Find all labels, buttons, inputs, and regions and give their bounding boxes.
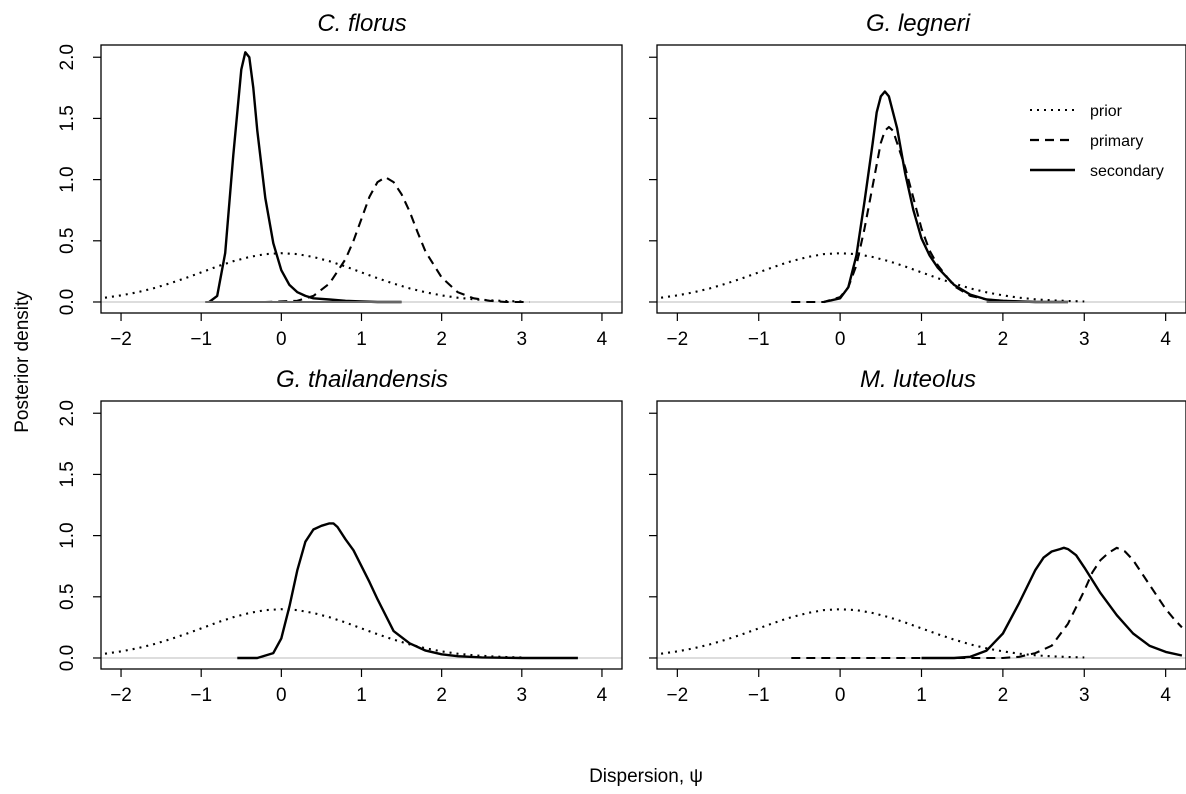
series-primary bbox=[791, 125, 1068, 304]
y-tick-label: 1.5 bbox=[57, 105, 78, 131]
x-tick-label: 1 bbox=[356, 329, 367, 350]
legend-label-primary: primary bbox=[1090, 133, 1143, 150]
y-tick-label: 1.0 bbox=[57, 166, 78, 192]
panel-title: G. thailandensis bbox=[276, 366, 448, 393]
x-tick-label: 0 bbox=[276, 329, 287, 350]
x-tick-label: 0 bbox=[276, 685, 287, 706]
panel-g-thailandensis: G. thailandensis −2 −1 0 1 2 3 4 0.0 0.5 1.0 1.5 2.… bbox=[57, 366, 623, 706]
x-tick-label: −2 bbox=[667, 329, 689, 350]
x-tick-label: 3 bbox=[1079, 685, 1090, 706]
series-primary bbox=[791, 546, 1183, 660]
plot-frame bbox=[100, 400, 623, 670]
series-secondary bbox=[823, 90, 1068, 304]
x-tick-label: 3 bbox=[517, 685, 528, 706]
y-tick-label: 0.0 bbox=[57, 645, 78, 671]
x-tick-label: −1 bbox=[748, 685, 770, 706]
plot-frame bbox=[656, 400, 1186, 670]
y-tick-label: 0.5 bbox=[57, 228, 78, 254]
panel-g-legneri: G. legneri −2 −1 0 1 2 3 4 bbox=[649, 10, 1186, 350]
x-tick-label: 4 bbox=[1160, 329, 1171, 350]
x-tick-label: 1 bbox=[916, 685, 927, 706]
legend-label-secondary: secondary bbox=[1090, 163, 1164, 180]
series-prior bbox=[104, 608, 522, 659]
series-secondary bbox=[921, 546, 1183, 660]
x-tick-label: 2 bbox=[436, 685, 447, 706]
y-axis-label: Posterior density bbox=[12, 291, 33, 433]
x-tick-label: 0 bbox=[835, 685, 846, 706]
x-axis-label: Dispersion, ψ bbox=[589, 766, 703, 787]
y-tick-label: 0.0 bbox=[57, 289, 78, 315]
y-tick-label: 0.5 bbox=[57, 584, 78, 610]
legend-label-prior: prior bbox=[1090, 103, 1123, 120]
x-tick-label: −2 bbox=[110, 329, 132, 350]
y-tick-label: 2.0 bbox=[57, 400, 78, 426]
y-tick-label: 2.0 bbox=[57, 44, 78, 70]
x-tick-label: 0 bbox=[835, 329, 846, 350]
panel-title: C. florus bbox=[317, 10, 406, 37]
x-tick-label: −2 bbox=[110, 685, 132, 706]
x-tick-label: −1 bbox=[190, 329, 212, 350]
series-secondary bbox=[208, 51, 402, 304]
y-tick-label: 1.5 bbox=[57, 461, 78, 487]
series-secondary bbox=[237, 522, 578, 660]
panel-title: M. luteolus bbox=[860, 366, 976, 393]
x-tick-label: 2 bbox=[436, 329, 447, 350]
x-tick-label: 3 bbox=[1079, 329, 1090, 350]
x-tick-label: −2 bbox=[667, 685, 689, 706]
series-prior bbox=[104, 252, 522, 303]
x-tick-label: −1 bbox=[190, 685, 212, 706]
x-tick-label: 1 bbox=[356, 685, 367, 706]
x-tick-label: 2 bbox=[998, 685, 1009, 706]
panel-m-luteolus: M. luteolus −2 −1 0 1 2 3 4 bbox=[649, 366, 1186, 706]
panel-c-florus: C. florus −2 −1 0 1 2 3 4 0.0 0.5 1.0 1.5 2.0 bbox=[57, 10, 623, 350]
x-tick-label: 1 bbox=[916, 329, 927, 350]
series-primary bbox=[233, 176, 530, 304]
panel-title: G. legneri bbox=[866, 10, 971, 37]
series-prior bbox=[660, 608, 1085, 659]
legend: prior primary secondary bbox=[1030, 103, 1164, 180]
plot-frame bbox=[100, 44, 623, 314]
x-tick-label: 4 bbox=[597, 329, 608, 350]
x-tick-label: 4 bbox=[597, 685, 608, 706]
x-tick-label: 4 bbox=[1160, 685, 1171, 706]
y-tick-label: 1.0 bbox=[57, 522, 78, 548]
x-tick-label: 3 bbox=[517, 329, 528, 350]
x-tick-label: 2 bbox=[998, 329, 1009, 350]
x-tick-label: −1 bbox=[748, 329, 770, 350]
series-prior bbox=[660, 252, 1085, 303]
